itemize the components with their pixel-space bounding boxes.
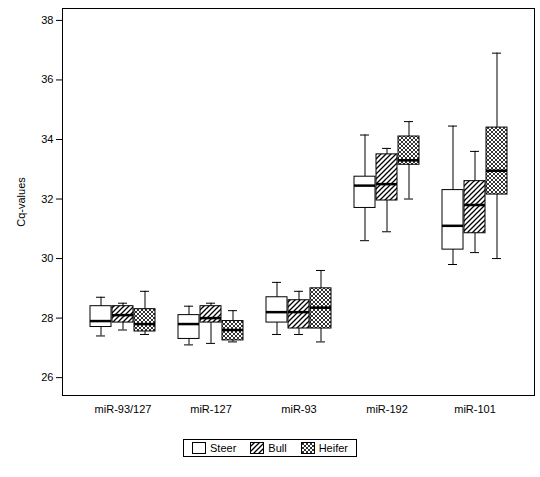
svg-text:miR-101: miR-101 (454, 403, 496, 415)
svg-text:30: 30 (41, 252, 53, 264)
svg-text:Cq-values: Cq-values (15, 177, 27, 227)
svg-text:36: 36 (41, 73, 53, 85)
svg-text:miR-93: miR-93 (281, 403, 316, 415)
html-text:Bull: Bull (268, 442, 287, 454)
svg-text:26: 26 (41, 371, 53, 383)
svg-text:28: 28 (41, 312, 53, 324)
html-text:Heifer: Heifer (318, 442, 348, 454)
svg-text:32: 32 (41, 193, 53, 205)
svg-text:miR-192: miR-192 (366, 403, 408, 415)
svg-text:miR-127: miR-127 (190, 403, 232, 415)
svg-text:34: 34 (41, 133, 53, 145)
svg-text:38: 38 (41, 14, 53, 26)
svg-text:miR-93/127: miR-93/127 (95, 403, 152, 415)
html-text:Steer: Steer (210, 442, 237, 454)
